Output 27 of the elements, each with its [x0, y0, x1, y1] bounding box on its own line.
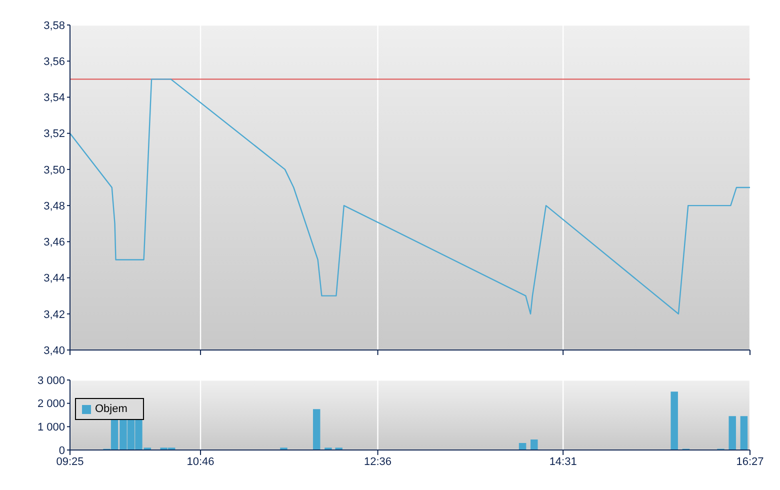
x-tick-label: 14:31 — [549, 456, 577, 468]
y-tick-label: 3,52 — [44, 128, 65, 140]
y-tick-label: 3 000 — [37, 374, 65, 387]
bar — [312, 409, 320, 450]
bar — [740, 416, 748, 450]
y-tick-label: 3,54 — [44, 92, 65, 104]
y-tick-label: 3,44 — [44, 272, 65, 285]
x-tick-label: 12:36 — [364, 456, 392, 468]
x-tick-label: 09:25 — [56, 456, 84, 468]
y-tick-label: 3,46 — [44, 236, 65, 249]
y-tick-label: 3,48 — [44, 200, 65, 212]
bar — [728, 416, 736, 450]
bar — [530, 440, 538, 450]
line-series — [70, 78, 750, 314]
y-tick-label: 2 000 — [37, 398, 65, 410]
y-tick-label: 3,56 — [44, 56, 65, 68]
y-tick-label: 3,40 — [44, 344, 65, 357]
y-tick-label: 3,42 — [44, 308, 65, 321]
x-tick-label: 16:27 — [736, 456, 764, 468]
bar — [670, 392, 678, 450]
y-tick-label: 0 — [58, 444, 65, 457]
bar — [518, 443, 526, 450]
y-tick-label: 3,58 — [44, 20, 65, 32]
y-tick-label: 1 000 — [37, 422, 65, 434]
y-tick-label: 3,50 — [44, 164, 65, 176]
x-tick-label: 10:46 — [186, 456, 214, 468]
legend-label: Objem — [95, 403, 128, 415]
